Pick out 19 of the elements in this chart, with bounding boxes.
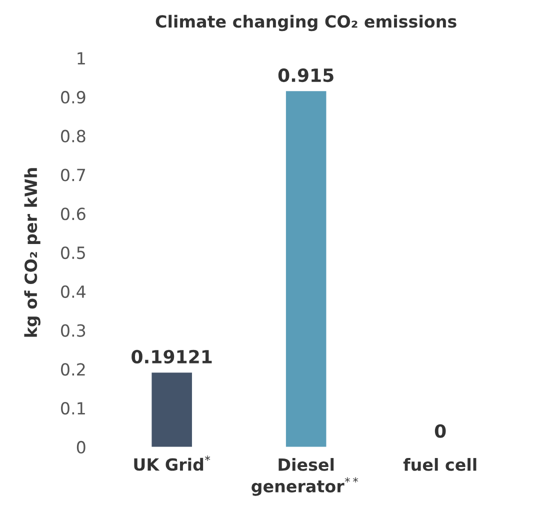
y-tick-label: 0.4	[61, 285, 86, 298]
x-tick-label: UK Grid$^{*}$	[134, 456, 210, 471]
x-tick-label: Diesel generator$^{**}$	[252, 458, 358, 496]
x-tick-label: fuel cell	[403, 458, 476, 471]
y-tick-label: 0.2	[61, 363, 85, 376]
y-tick-label: 1	[78, 52, 85, 64]
y-tick-label: 0.1	[61, 402, 85, 415]
y-tick-label: 0	[76, 440, 86, 454]
y-tick-label: 0.6	[61, 208, 86, 220]
chart-title: Climate changing CO₂ emissions	[156, 14, 456, 32]
y-axis-title: kg of CO₂ per kWh	[24, 168, 40, 337]
y-tick-label: 0.5	[61, 246, 85, 260]
y-tick-label: 0.8	[61, 130, 86, 142]
data-label: 0.19121	[132, 350, 212, 364]
y-tick-label: 0.7	[61, 168, 86, 182]
y-tick-label: 0.9	[61, 90, 86, 104]
y-tick-label: 0.3	[61, 324, 86, 337]
data-label: 0	[434, 424, 446, 438]
data-label: 0.915	[278, 68, 334, 82]
